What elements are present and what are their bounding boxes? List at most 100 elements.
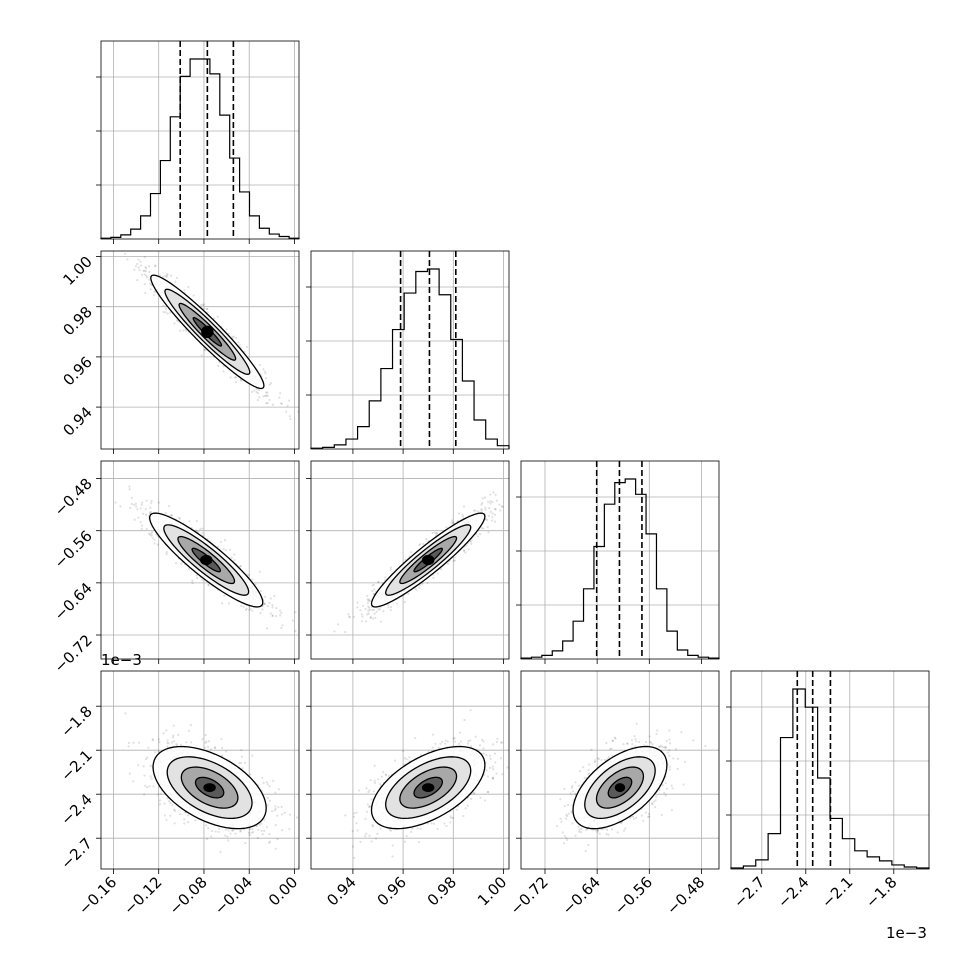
scatter-point [285,410,288,413]
scatter-point [218,827,221,830]
scatter-point [150,777,153,780]
scatter-point [248,828,251,831]
scatter-point [435,531,438,534]
scatter-point [212,317,216,320]
scatter-point [129,506,132,510]
scatter-point [127,741,131,745]
scatter-point [260,829,263,832]
scatter-point [445,526,448,529]
scatter-point [139,260,142,263]
scatter-point [462,515,465,518]
scatter-point [144,291,147,295]
scatter-point [206,745,210,749]
scatter-point [257,828,260,831]
scatter-point [138,248,140,250]
scatter-point [223,539,227,542]
scatter-point [147,746,150,749]
scatter-point [187,821,190,824]
scatter-point [266,783,269,786]
scatter-point [294,629,297,633]
scatter-point [297,410,299,413]
scatter-point [249,773,252,776]
scatter-point [279,614,282,617]
scatter-point [239,564,242,568]
scatter-point [366,613,369,616]
scatter-point [139,507,142,510]
scatter-point [280,813,283,816]
scatter-point [165,729,168,732]
scatter-point [191,581,194,585]
scatter-point [436,572,439,575]
scatter-point [371,584,374,587]
scatter-point [145,786,149,789]
scatter-point [128,485,131,488]
scatter-point [240,749,243,752]
scatter-point [174,280,177,283]
scatter-point [205,824,208,827]
scatter-point [262,781,265,785]
scatter-point [202,303,205,307]
scatter-point [130,248,132,250]
scatter-point [488,507,491,510]
scatter-point [263,602,266,606]
scatter-point [126,258,129,261]
scatter-point [154,265,157,268]
scatter-point [256,836,259,839]
scatter-point [256,392,259,395]
scatter-point [114,501,117,504]
scatter-point [480,503,483,506]
scatter-point [221,602,224,605]
scatter-point [139,520,142,524]
scatter-point [175,742,178,746]
scatter-point [260,589,263,593]
scatter-point [232,335,236,338]
scatter-point [352,615,356,619]
scatter-point [266,391,269,394]
scatter-point [242,605,245,608]
scatter-point [489,500,492,503]
scatter-point [222,547,225,551]
scatter-point [368,608,371,611]
scatter-point [192,294,195,297]
scatter-point [498,503,501,506]
scatter-point [238,761,241,765]
scatter-point [373,612,376,615]
scatter-point [163,802,166,805]
scatter-point [283,811,286,814]
scatter-point [452,559,455,562]
scatter-point [369,616,372,620]
scatter-group [124,248,299,421]
scatter-point [367,599,370,603]
scatter-point [143,269,146,272]
scatter-point [230,556,233,560]
x-tick-label: −2.4 [774,873,812,911]
scatter-point [267,841,271,844]
scatter-point [206,307,209,310]
scatter-point [130,496,134,500]
scatter-point [149,288,152,291]
scatter-point [173,808,176,811]
scatter-point [367,605,370,608]
scatter-point [158,799,162,802]
scatter-point [148,511,152,514]
scatter-point [163,814,166,817]
scatter-point [266,604,269,608]
scatter-point [175,319,179,322]
scatter-point [271,614,274,617]
scatter-point [366,602,370,605]
scatter-point [336,623,340,626]
scatter-point [149,533,152,536]
scatter-point [201,738,204,741]
scatter-point [156,543,160,546]
x-tick-label: −1.8 [862,873,900,911]
scatter-point [389,608,392,612]
scatter-point [217,364,220,368]
scatter-point [173,322,176,325]
scatter-point [239,565,242,568]
scatter-point [266,627,269,630]
scatter-point [157,793,160,796]
scatter-point [233,553,236,556]
scatter-point [356,606,359,609]
scatter-point [145,274,148,277]
scatter-point [187,729,190,732]
